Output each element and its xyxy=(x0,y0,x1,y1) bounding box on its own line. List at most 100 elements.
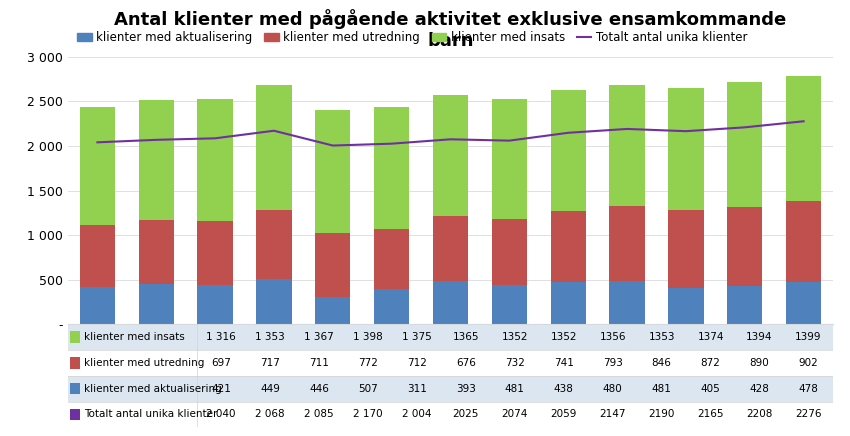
Text: 480: 480 xyxy=(603,384,622,394)
Bar xyxy=(668,88,704,211)
Bar xyxy=(668,288,704,324)
Bar xyxy=(257,210,292,279)
Bar xyxy=(609,206,644,281)
Text: 1 367: 1 367 xyxy=(304,332,334,342)
Text: 2208: 2208 xyxy=(746,409,773,419)
Text: 438: 438 xyxy=(554,384,574,394)
Bar xyxy=(551,211,586,282)
Text: 1394: 1394 xyxy=(746,332,773,342)
Text: 428: 428 xyxy=(750,384,769,394)
Text: 732: 732 xyxy=(505,358,524,368)
Bar xyxy=(433,281,468,324)
Bar xyxy=(609,281,644,324)
Bar xyxy=(68,376,833,402)
Text: 2190: 2190 xyxy=(649,409,675,419)
Text: 2 068: 2 068 xyxy=(255,409,285,419)
Bar xyxy=(551,282,586,324)
Text: 717: 717 xyxy=(260,358,280,368)
Text: 1356: 1356 xyxy=(599,332,626,342)
Text: 1 353: 1 353 xyxy=(255,332,285,342)
Bar xyxy=(551,90,586,211)
Bar xyxy=(71,357,80,369)
Bar xyxy=(139,99,174,220)
Bar xyxy=(374,107,410,229)
Bar xyxy=(68,350,833,376)
Bar xyxy=(197,99,233,221)
Text: 2 085: 2 085 xyxy=(304,409,334,419)
Text: 1365: 1365 xyxy=(452,332,479,342)
Bar xyxy=(80,287,115,324)
Text: 741: 741 xyxy=(554,358,574,368)
Text: klienter med utredning: klienter med utredning xyxy=(84,358,205,368)
Bar xyxy=(71,383,80,395)
Text: 1 316: 1 316 xyxy=(206,332,235,342)
Text: 481: 481 xyxy=(505,384,524,394)
Text: 772: 772 xyxy=(358,358,377,368)
Bar xyxy=(727,207,762,286)
Text: 446: 446 xyxy=(309,384,329,394)
Bar xyxy=(374,289,410,324)
Text: 2059: 2059 xyxy=(551,409,577,419)
Bar xyxy=(727,286,762,324)
Bar xyxy=(139,220,174,284)
Text: 507: 507 xyxy=(358,384,377,394)
Bar xyxy=(491,219,527,285)
Bar xyxy=(315,233,350,296)
Text: 793: 793 xyxy=(603,358,622,368)
Text: 902: 902 xyxy=(799,358,819,368)
Text: 393: 393 xyxy=(456,384,476,394)
Text: 2 004: 2 004 xyxy=(402,409,432,419)
Bar xyxy=(197,285,233,324)
Text: 449: 449 xyxy=(260,384,280,394)
Text: 2147: 2147 xyxy=(599,409,626,419)
Text: klienter med aktualisering: klienter med aktualisering xyxy=(84,384,222,394)
Text: 890: 890 xyxy=(750,358,769,368)
Bar xyxy=(433,216,468,281)
Bar xyxy=(68,402,833,427)
Text: 1374: 1374 xyxy=(697,332,724,342)
Text: 676: 676 xyxy=(456,358,476,368)
Bar xyxy=(257,279,292,324)
Bar xyxy=(786,76,821,201)
Bar xyxy=(139,284,174,324)
Text: 2 170: 2 170 xyxy=(353,409,382,419)
Text: 481: 481 xyxy=(652,384,672,394)
Text: 846: 846 xyxy=(652,358,672,368)
Bar xyxy=(433,95,468,216)
Bar xyxy=(80,107,115,225)
Text: 1352: 1352 xyxy=(502,332,528,342)
Bar xyxy=(786,282,821,324)
Text: 2165: 2165 xyxy=(697,409,724,419)
Bar xyxy=(491,285,527,324)
Text: 2025: 2025 xyxy=(452,409,479,419)
Text: 2276: 2276 xyxy=(796,409,822,419)
Bar xyxy=(315,110,350,233)
Bar xyxy=(491,99,527,219)
Text: 711: 711 xyxy=(309,358,329,368)
Legend: klienter med aktualisering, klienter med utredning, klienter med insats, Totalt : klienter med aktualisering, klienter med… xyxy=(74,28,751,48)
Text: 1 398: 1 398 xyxy=(353,332,382,342)
Text: Totalt antal unika klienter: Totalt antal unika klienter xyxy=(84,409,218,419)
Bar xyxy=(374,229,410,289)
Text: 872: 872 xyxy=(700,358,721,368)
Text: 712: 712 xyxy=(407,358,427,368)
Text: 421: 421 xyxy=(211,384,231,394)
Bar xyxy=(786,201,821,282)
Bar xyxy=(68,324,833,350)
Bar xyxy=(71,409,80,420)
Bar xyxy=(197,221,233,285)
Text: 1353: 1353 xyxy=(649,332,675,342)
Title: Antal klienter med pågående aktivitet exklusive ensamkommande
barn: Antal klienter med pågående aktivitet ex… xyxy=(115,9,786,50)
Text: 1352: 1352 xyxy=(551,332,577,342)
Bar xyxy=(257,85,292,210)
Text: klienter med insats: klienter med insats xyxy=(84,332,184,342)
Text: 1 375: 1 375 xyxy=(402,332,432,342)
Text: 2074: 2074 xyxy=(502,409,528,419)
Text: 1399: 1399 xyxy=(796,332,822,342)
Bar xyxy=(668,211,704,288)
Bar xyxy=(609,85,644,206)
Bar xyxy=(71,331,80,343)
Bar xyxy=(727,82,762,207)
Text: 478: 478 xyxy=(799,384,819,394)
Text: 697: 697 xyxy=(211,358,231,368)
